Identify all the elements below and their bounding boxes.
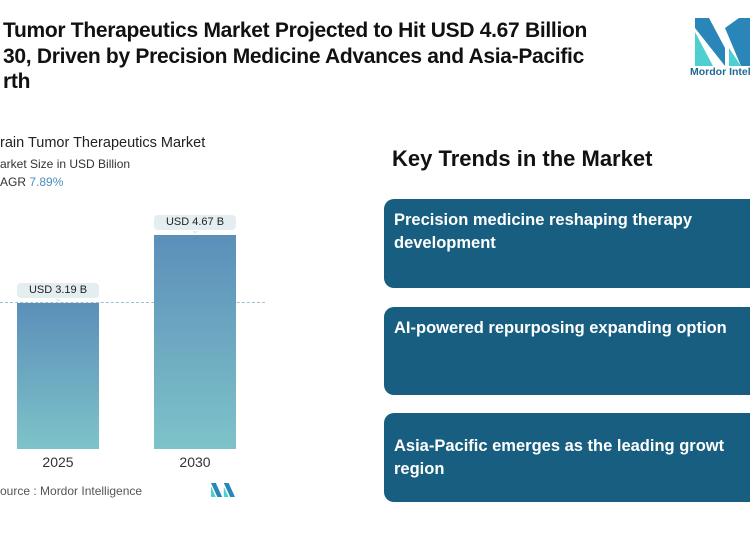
mordor-small-logo-icon	[211, 483, 235, 497]
x-tick-label: 2030	[179, 454, 211, 470]
title-line: 30, Driven by Precision Medicine Advance…	[3, 44, 584, 68]
trend-card: AI-powered repurposing expanding option	[384, 307, 750, 395]
trend-card: Precision medicine reshaping therapy dev…	[384, 199, 750, 288]
trend-card: Asia-Pacific emerges as the leading grow…	[384, 413, 750, 502]
reference-line	[0, 302, 265, 303]
cagr: AGR 7.89%	[0, 175, 63, 189]
title-line: Tumor Therapeutics Market Projected to H…	[3, 19, 588, 42]
title-line: rth	[3, 70, 31, 93]
trend-text: Precision medicine reshaping therapy dev…	[394, 211, 693, 252]
chart-title: rain Tumor Therapeutics Market	[0, 135, 206, 151]
logo-text: Mordor Intel	[690, 66, 750, 78]
trend-text: AI-powered repurposing expanding option	[394, 319, 727, 337]
trend-text: Asia-Pacific emerges as the leading grow…	[394, 437, 725, 478]
key-trends-heading: Key Trends in the Market	[392, 146, 653, 171]
bar-2025	[17, 302, 99, 449]
page-title: Tumor Therapeutics Market Projected to H…	[3, 18, 587, 95]
cagr-label: AGR	[0, 175, 27, 189]
data-label: USD 3.19 B	[17, 282, 99, 302]
bar-2030	[154, 235, 236, 449]
chart-source: ource : Mordor Intelligence	[0, 484, 143, 498]
data-label: USD 4.67 B	[154, 215, 236, 234]
x-tick-label: 2025	[42, 454, 74, 470]
mordor-logo-icon	[695, 18, 750, 66]
chart-subtitle: arket Size in USD Billion	[0, 157, 131, 171]
cagr-value: 7.89%	[29, 175, 64, 189]
